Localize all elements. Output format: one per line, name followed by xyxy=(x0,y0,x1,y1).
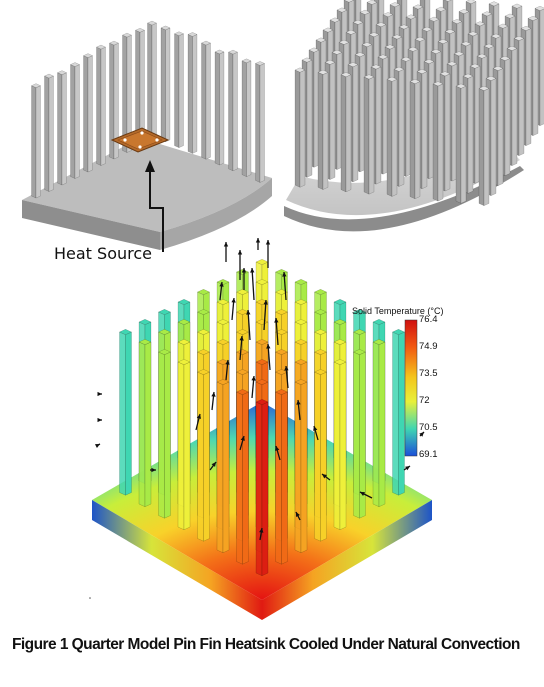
gray-fin xyxy=(97,45,106,165)
gray-fin xyxy=(387,77,397,197)
gray-fin xyxy=(256,61,265,182)
temperature-fin xyxy=(120,329,132,495)
gray-fin xyxy=(479,86,489,205)
temperature-fin xyxy=(256,399,268,575)
temperature-fin xyxy=(315,369,327,541)
temperature-fin xyxy=(198,369,210,541)
colorbar-tick-1: 74.9 xyxy=(419,341,438,352)
velocity-arrowhead xyxy=(97,418,102,422)
figure-caption: Figure 1 Quarter Model Pin Fin Heatsink … xyxy=(12,636,520,654)
temperature-fin xyxy=(237,389,249,564)
colorbar-tick-2: 73.5 xyxy=(419,368,438,379)
gray-fin xyxy=(229,50,238,171)
temperature-contour-model xyxy=(92,238,432,620)
velocity-arrowhead xyxy=(266,240,270,245)
gray-fin xyxy=(45,74,54,191)
gray-fin xyxy=(58,71,67,185)
velocity-arrowhead xyxy=(238,250,242,255)
quarter-model-front-view xyxy=(284,0,544,231)
temperature-fin xyxy=(334,359,346,529)
stray-dot xyxy=(89,597,91,599)
gray-fin xyxy=(215,50,224,165)
colorbar xyxy=(405,320,417,456)
gray-fin xyxy=(32,84,41,198)
temperature-fin xyxy=(276,389,288,564)
gray-fin xyxy=(148,21,157,136)
heat-source-label: Heat Source xyxy=(54,244,152,263)
velocity-arrowhead xyxy=(95,444,100,448)
gray-fin xyxy=(202,41,211,159)
pin-fin-array-front xyxy=(295,0,544,206)
gray-fin xyxy=(295,68,305,188)
gray-fin xyxy=(188,32,197,153)
gray-fin xyxy=(242,59,251,177)
gray-fin xyxy=(433,82,443,202)
velocity-arrowhead xyxy=(224,242,228,247)
gray-fin xyxy=(175,32,184,148)
gray-fin xyxy=(161,26,170,142)
gray-fin xyxy=(318,70,328,190)
temperature-fin xyxy=(159,349,171,518)
gray-fin xyxy=(71,63,80,179)
temperature-fin xyxy=(393,329,405,495)
velocity-arrow xyxy=(252,268,254,300)
velocity-arrowhead xyxy=(251,376,255,381)
temperature-fin xyxy=(217,379,229,552)
colorbar-tick-3: 72 xyxy=(419,395,430,406)
colorbar-tick-4: 70.5 xyxy=(419,422,438,433)
temperature-fin xyxy=(178,359,190,529)
colorbar-gradient xyxy=(405,320,417,456)
velocity-arrowhead xyxy=(256,238,260,243)
gray-fin xyxy=(410,79,420,199)
gray-fin xyxy=(341,72,351,192)
gray-fin xyxy=(84,54,93,172)
temperature-fin xyxy=(373,339,385,506)
temperature-fin xyxy=(295,379,307,552)
velocity-arrowhead xyxy=(250,268,254,273)
colorbar-tick-5: 69.1 xyxy=(419,449,438,460)
temperature-fin xyxy=(139,339,151,506)
colorbar-tick-0: 76.4 xyxy=(419,314,438,325)
quarter-model-back-view xyxy=(22,21,272,252)
gray-fin xyxy=(456,84,466,204)
gray-fin xyxy=(364,75,374,194)
velocity-arrowhead xyxy=(97,392,102,396)
velocity-arrowhead xyxy=(231,298,235,303)
